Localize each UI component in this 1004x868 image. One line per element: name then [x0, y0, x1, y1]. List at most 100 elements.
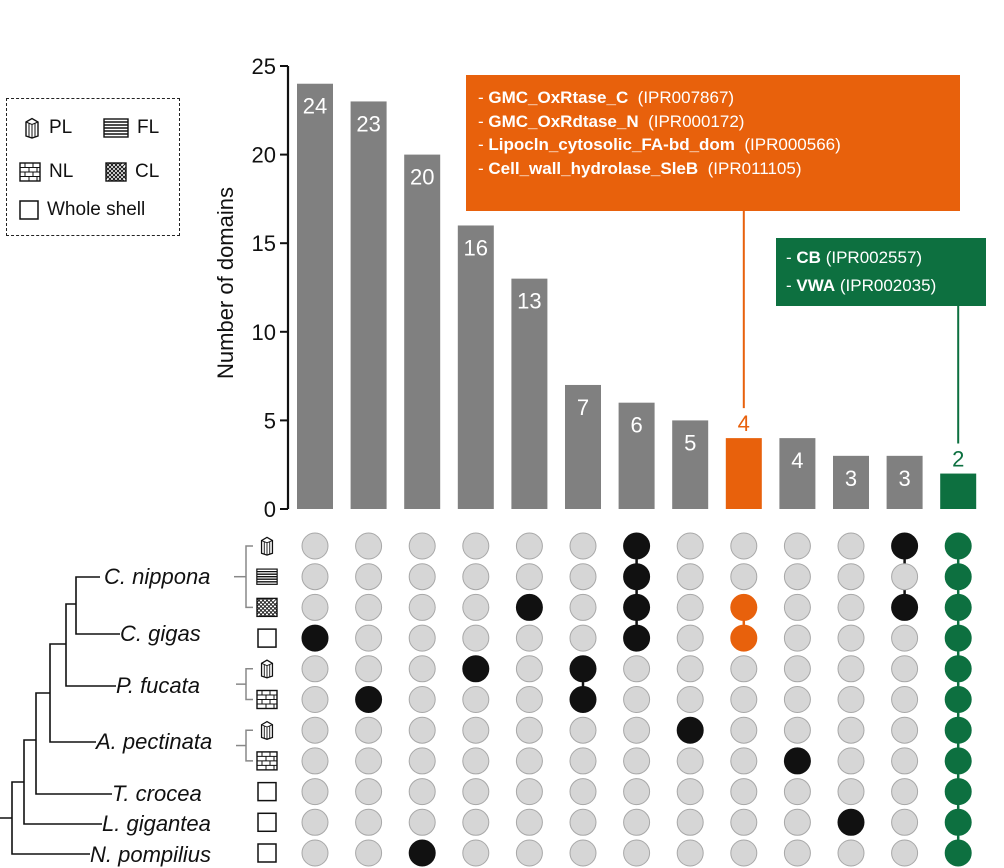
domain-id: (IPR000566) — [744, 135, 841, 155]
intersection-dot-empty — [569, 593, 597, 621]
intersection-dot-empty — [783, 563, 811, 591]
bar-value-label: 6 — [630, 413, 642, 438]
legend-label-pl: PL — [49, 117, 73, 138]
bar — [886, 455, 923, 509]
intersection-dot-empty — [676, 747, 704, 775]
bar — [511, 278, 548, 509]
intersection-dot-empty — [623, 716, 651, 744]
bar — [565, 384, 601, 509]
intersection-dot-empty — [837, 563, 865, 591]
prism-icon — [260, 536, 274, 556]
domain-id: (IPR011105) — [707, 158, 802, 178]
prism-icon — [260, 720, 274, 741]
bar-value-label: 23 — [356, 111, 380, 136]
intersection-dot-empty — [355, 563, 383, 591]
intersection-dot-empty — [515, 778, 543, 806]
intersection-dot-empty — [462, 624, 490, 652]
intersection-dot-empty — [462, 839, 490, 867]
intersection-dot-empty — [301, 563, 329, 591]
intersection-dot-filled — [623, 532, 651, 560]
callout-green-item: - CB (IPR002557) — [786, 248, 923, 267]
intersection-dot-empty — [837, 778, 865, 806]
intersection-dot-empty — [891, 778, 919, 806]
nacre-icon — [256, 751, 278, 771]
intersection-dot-empty — [569, 563, 597, 591]
phylogenetic-tree — [0, 545, 253, 855]
bars: 24 23 20 16 13 7 6 5 4 4 3 3 2 — [297, 83, 977, 510]
intersection-dot-empty — [730, 747, 758, 775]
intersection-dot-empty — [515, 839, 543, 867]
intersection-dot-empty — [408, 747, 436, 775]
callout-orange-item: - GMC_OxRtase_C (IPR007867) — [478, 88, 735, 107]
intersection-dot-empty — [730, 686, 758, 713]
intersection-dot-empty — [891, 624, 919, 652]
intersection-dot-filled — [944, 747, 972, 775]
intersection-dot-empty — [730, 532, 758, 560]
intersection-dot-empty — [408, 808, 436, 836]
square-icon — [257, 843, 277, 863]
intersection-dot-filled — [569, 655, 597, 683]
intersection-dot-empty — [408, 778, 436, 806]
y-tick-label: 25 — [252, 54, 276, 79]
intersection-dot-empty — [623, 686, 651, 713]
intersection-dot-filled — [730, 593, 758, 621]
intersection-dot-empty — [301, 686, 329, 713]
intersection-dot-empty — [837, 593, 865, 621]
domain-name: Cell_wall_hydrolase_SleB — [488, 158, 699, 178]
intersection-dot-filled — [623, 563, 651, 591]
y-tick-label: 15 — [252, 231, 276, 256]
bar — [404, 154, 441, 509]
bracket-a-pectinata — [245, 729, 253, 762]
callout-connectors — [742, 211, 960, 444]
intersection-dot-empty — [783, 686, 811, 713]
intersection-dot-empty — [462, 686, 490, 713]
foliated-icon — [256, 568, 278, 586]
callout-orange-item: - Cell_wall_hydrolase_SleB (IPR011105) — [478, 158, 802, 178]
intersection-dot-empty — [515, 686, 543, 713]
bar — [457, 225, 494, 510]
intersection-dot-empty — [623, 808, 651, 836]
intersection-dot-filled — [569, 686, 597, 713]
intersection-dot-filled — [462, 655, 490, 683]
domain-name: CB — [796, 248, 821, 267]
legend-item-pl: PL — [23, 117, 72, 139]
y-tick-label: 20 — [252, 143, 276, 168]
intersection-dot-empty — [783, 839, 811, 867]
bar — [779, 438, 816, 509]
intersection-dot-empty — [676, 532, 704, 560]
intersection-dot-empty — [783, 593, 811, 621]
bar-value-label: 13 — [517, 289, 541, 314]
intersection-dot-empty — [730, 655, 758, 683]
intersection-dot-empty — [730, 808, 758, 836]
intersection-dot-empty — [301, 593, 329, 621]
intersection-dot-empty — [515, 532, 543, 560]
intersection-dot-filled — [944, 808, 972, 836]
intersection-dot-empty — [515, 716, 543, 744]
domain-name: GMC_OxRtase_C — [488, 88, 629, 107]
intersection-dot-empty — [355, 624, 383, 652]
intersection-dot-empty — [515, 808, 543, 836]
bar — [833, 455, 869, 509]
intersection-dot-empty — [462, 747, 490, 775]
species-label: T. crocea — [112, 781, 202, 806]
intersection-dot-empty — [462, 778, 490, 806]
bar-value-label: 2 — [952, 447, 964, 472]
tree-branches — [0, 576, 120, 855]
y-axis-title: Number of domains — [213, 187, 238, 379]
intersection-dot-filled — [783, 747, 811, 775]
callout-orange-item: - GMC_OxRdtase_N (IPR000172) — [478, 111, 745, 131]
nacre-icon — [256, 689, 278, 710]
bracket-p-fucata — [245, 668, 253, 701]
intersection-dot-filled — [891, 532, 919, 560]
intersection-dot-empty — [408, 686, 436, 713]
intersection-dot-empty — [676, 839, 704, 867]
intersection-dot-empty — [408, 593, 436, 621]
intersection-dot-empty — [515, 563, 543, 591]
y-axis: 0 5 10 15 20 25 Number of domains — [213, 54, 290, 522]
callout-orange-item: - Lipocln_cytosolic_FA-bd_dom (IPR000566… — [478, 135, 841, 155]
intersection-dot-empty — [676, 563, 704, 591]
intersection-dot-empty — [676, 808, 704, 836]
domain-id: (IPR002035) — [839, 276, 937, 295]
intersection-dot-empty — [891, 686, 919, 713]
intersection-dot-empty — [783, 716, 811, 744]
